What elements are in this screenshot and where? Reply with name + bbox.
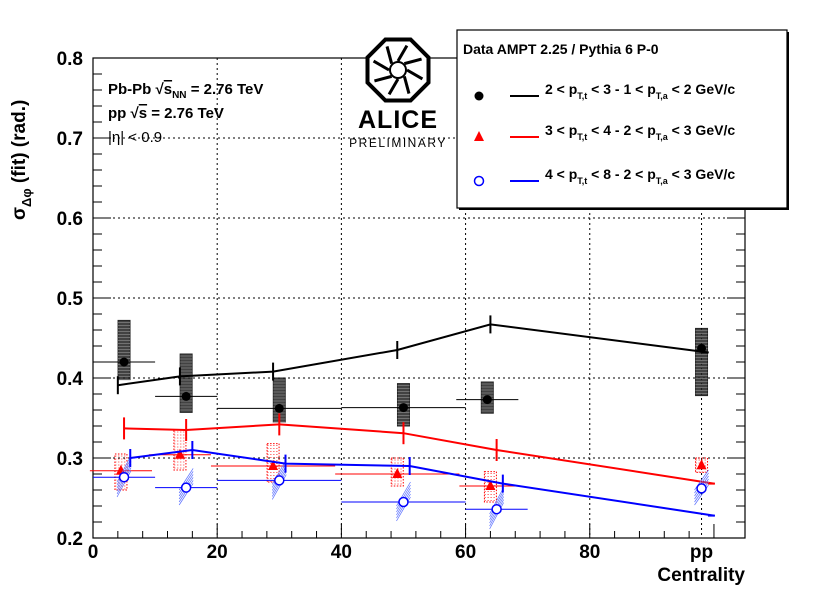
legend-marker-black xyxy=(474,91,484,101)
legend-part: 4 < p xyxy=(545,166,577,182)
annot-sub: NN xyxy=(172,90,186,101)
series-layer xyxy=(89,315,715,530)
legend-sub: T,t xyxy=(577,176,587,186)
legend-sub: T,a xyxy=(656,91,669,101)
y-tick-label: 0.4 xyxy=(57,369,84,390)
data-marker-black-circle xyxy=(119,357,129,367)
legend-box xyxy=(456,29,788,209)
logo-center xyxy=(389,61,407,79)
data-marker-black-circle xyxy=(398,403,408,413)
data-marker-blue-circle xyxy=(274,475,285,486)
legend-sub: T,t xyxy=(577,91,587,101)
data-marker-blue-circle xyxy=(491,503,502,515)
axes: 0 20 40 60 80 ppCentrality0.20.30.40.50.60.70… xyxy=(9,49,745,586)
data-marker-blue-circle xyxy=(696,483,707,494)
logo-spoke xyxy=(387,78,400,96)
y-axis-title: σΔφ (fit) (rad.) xyxy=(9,100,34,220)
data-marker-blue-circle xyxy=(398,496,409,508)
x-tick-label: 40 xyxy=(331,542,352,563)
y-tick-label: 0.7 xyxy=(57,129,83,150)
legend-marker-red xyxy=(474,131,484,141)
y-title-sub: Δφ xyxy=(19,188,34,207)
legend-part: < 3 GeV/c xyxy=(668,122,736,138)
annotation-eta: |η| < 0.9 xyxy=(108,129,162,146)
legend-part: 2 < p xyxy=(545,81,577,97)
x-tick-label-pp: pp xyxy=(690,542,713,563)
legend-label: 3 < pT,t < 4 - 2 < pT,a < 3 GeV/c xyxy=(545,122,735,142)
y-tick-label: 0.2 xyxy=(57,529,83,550)
annot-s: s xyxy=(164,81,172,98)
annot-s: s xyxy=(139,105,147,122)
sys-hatch-blue xyxy=(271,462,287,488)
legend-sub: T,t xyxy=(577,132,587,142)
logo-spoke xyxy=(403,57,422,66)
y-title-sigma: σ xyxy=(9,207,30,220)
legend-label: 4 < pT,t < 8 - 2 < pT,a < 3 GeV/c xyxy=(545,166,735,186)
logo-spoke xyxy=(385,46,394,65)
data-marker-black-circle xyxy=(181,391,191,401)
annot-part: pp xyxy=(108,105,131,122)
model-curve xyxy=(124,423,715,485)
sys-box-red xyxy=(483,471,497,503)
annot-sqrt: √ xyxy=(156,81,165,98)
y-title-rest: (fit) (rad.) xyxy=(9,100,30,189)
x-tick-label: 0 xyxy=(88,542,99,563)
legend-label: 2 < pT,t < 3 - 1 < pT,a < 2 GeV/c xyxy=(545,81,735,101)
logo-spoke xyxy=(372,59,390,72)
x-tick-label: 80 xyxy=(579,542,600,563)
legend-sub: T,a xyxy=(656,132,669,142)
legend-part: < 3 - 1 < p xyxy=(587,81,655,97)
sys-box-black xyxy=(695,327,709,397)
data-marker-blue-circle xyxy=(118,471,130,483)
x-tick-label: 20 xyxy=(207,542,228,563)
logo-spoke xyxy=(374,74,393,83)
data-marker-red-triangle xyxy=(268,460,279,470)
x-axis-title: Centrality xyxy=(657,565,745,586)
annot-sqrt: √ xyxy=(131,105,140,122)
sys-hatch-blue xyxy=(489,490,504,518)
logo-preliminary: PRELIMINARY xyxy=(349,136,447,150)
legend-sub: T,a xyxy=(656,176,669,186)
legend-part: < 4 - 2 < p xyxy=(587,122,655,138)
model-curve xyxy=(117,323,708,387)
y-tick-label: 0.8 xyxy=(57,49,83,70)
x-tick-label: 60 xyxy=(455,542,476,563)
annot-part: = 2.76 TeV xyxy=(147,105,224,122)
legend-marker-blue xyxy=(473,175,485,187)
logo-spoke xyxy=(402,75,411,94)
alice-logo: ALICE PRELIMINARY xyxy=(349,37,447,150)
logo-spoke xyxy=(406,68,424,81)
annotation-pbpb: Pb-Pb √sNN = 2.76 TeV xyxy=(108,81,263,101)
annotation-pp: pp √s = 2.76 TeV xyxy=(108,105,224,122)
data-marker-black-circle xyxy=(482,395,492,405)
legend-header: Data AMPT 2.25 / Pythia 6 P-0 xyxy=(463,41,659,57)
y-tick-label: 0.5 xyxy=(57,289,84,310)
legend: Data AMPT 2.25 / Pythia 6 P-02 < pT,t < … xyxy=(456,29,789,210)
sys-hatch-blue xyxy=(116,458,132,486)
logo-name: ALICE xyxy=(358,106,438,134)
logo-spoke xyxy=(396,44,409,62)
y-tick-label: 0.3 xyxy=(57,449,83,470)
legend-part: 3 < p xyxy=(545,122,577,138)
sys-box-red xyxy=(695,457,709,473)
model-curve xyxy=(130,448,715,517)
data-marker-red-triangle xyxy=(696,459,707,470)
data-marker-black-circle xyxy=(274,403,284,413)
legend-part: < 3 GeV/c xyxy=(668,166,736,182)
annot-part: = 2.76 TeV xyxy=(187,81,264,98)
annot-part: Pb-Pb xyxy=(108,81,156,98)
data-marker-red-triangle xyxy=(174,448,185,459)
data-marker-blue-circle xyxy=(180,482,192,493)
data-marker-red-triangle xyxy=(392,468,403,478)
data-marker-red-triangle xyxy=(485,480,496,490)
legend-part: < 8 - 2 < p xyxy=(587,166,655,182)
y-tick-label: 0.6 xyxy=(57,209,83,230)
data-marker-black-circle xyxy=(697,343,707,353)
annot-part: |η| < 0.9 xyxy=(108,129,162,146)
legend-part: < 2 GeV/c xyxy=(668,81,736,97)
